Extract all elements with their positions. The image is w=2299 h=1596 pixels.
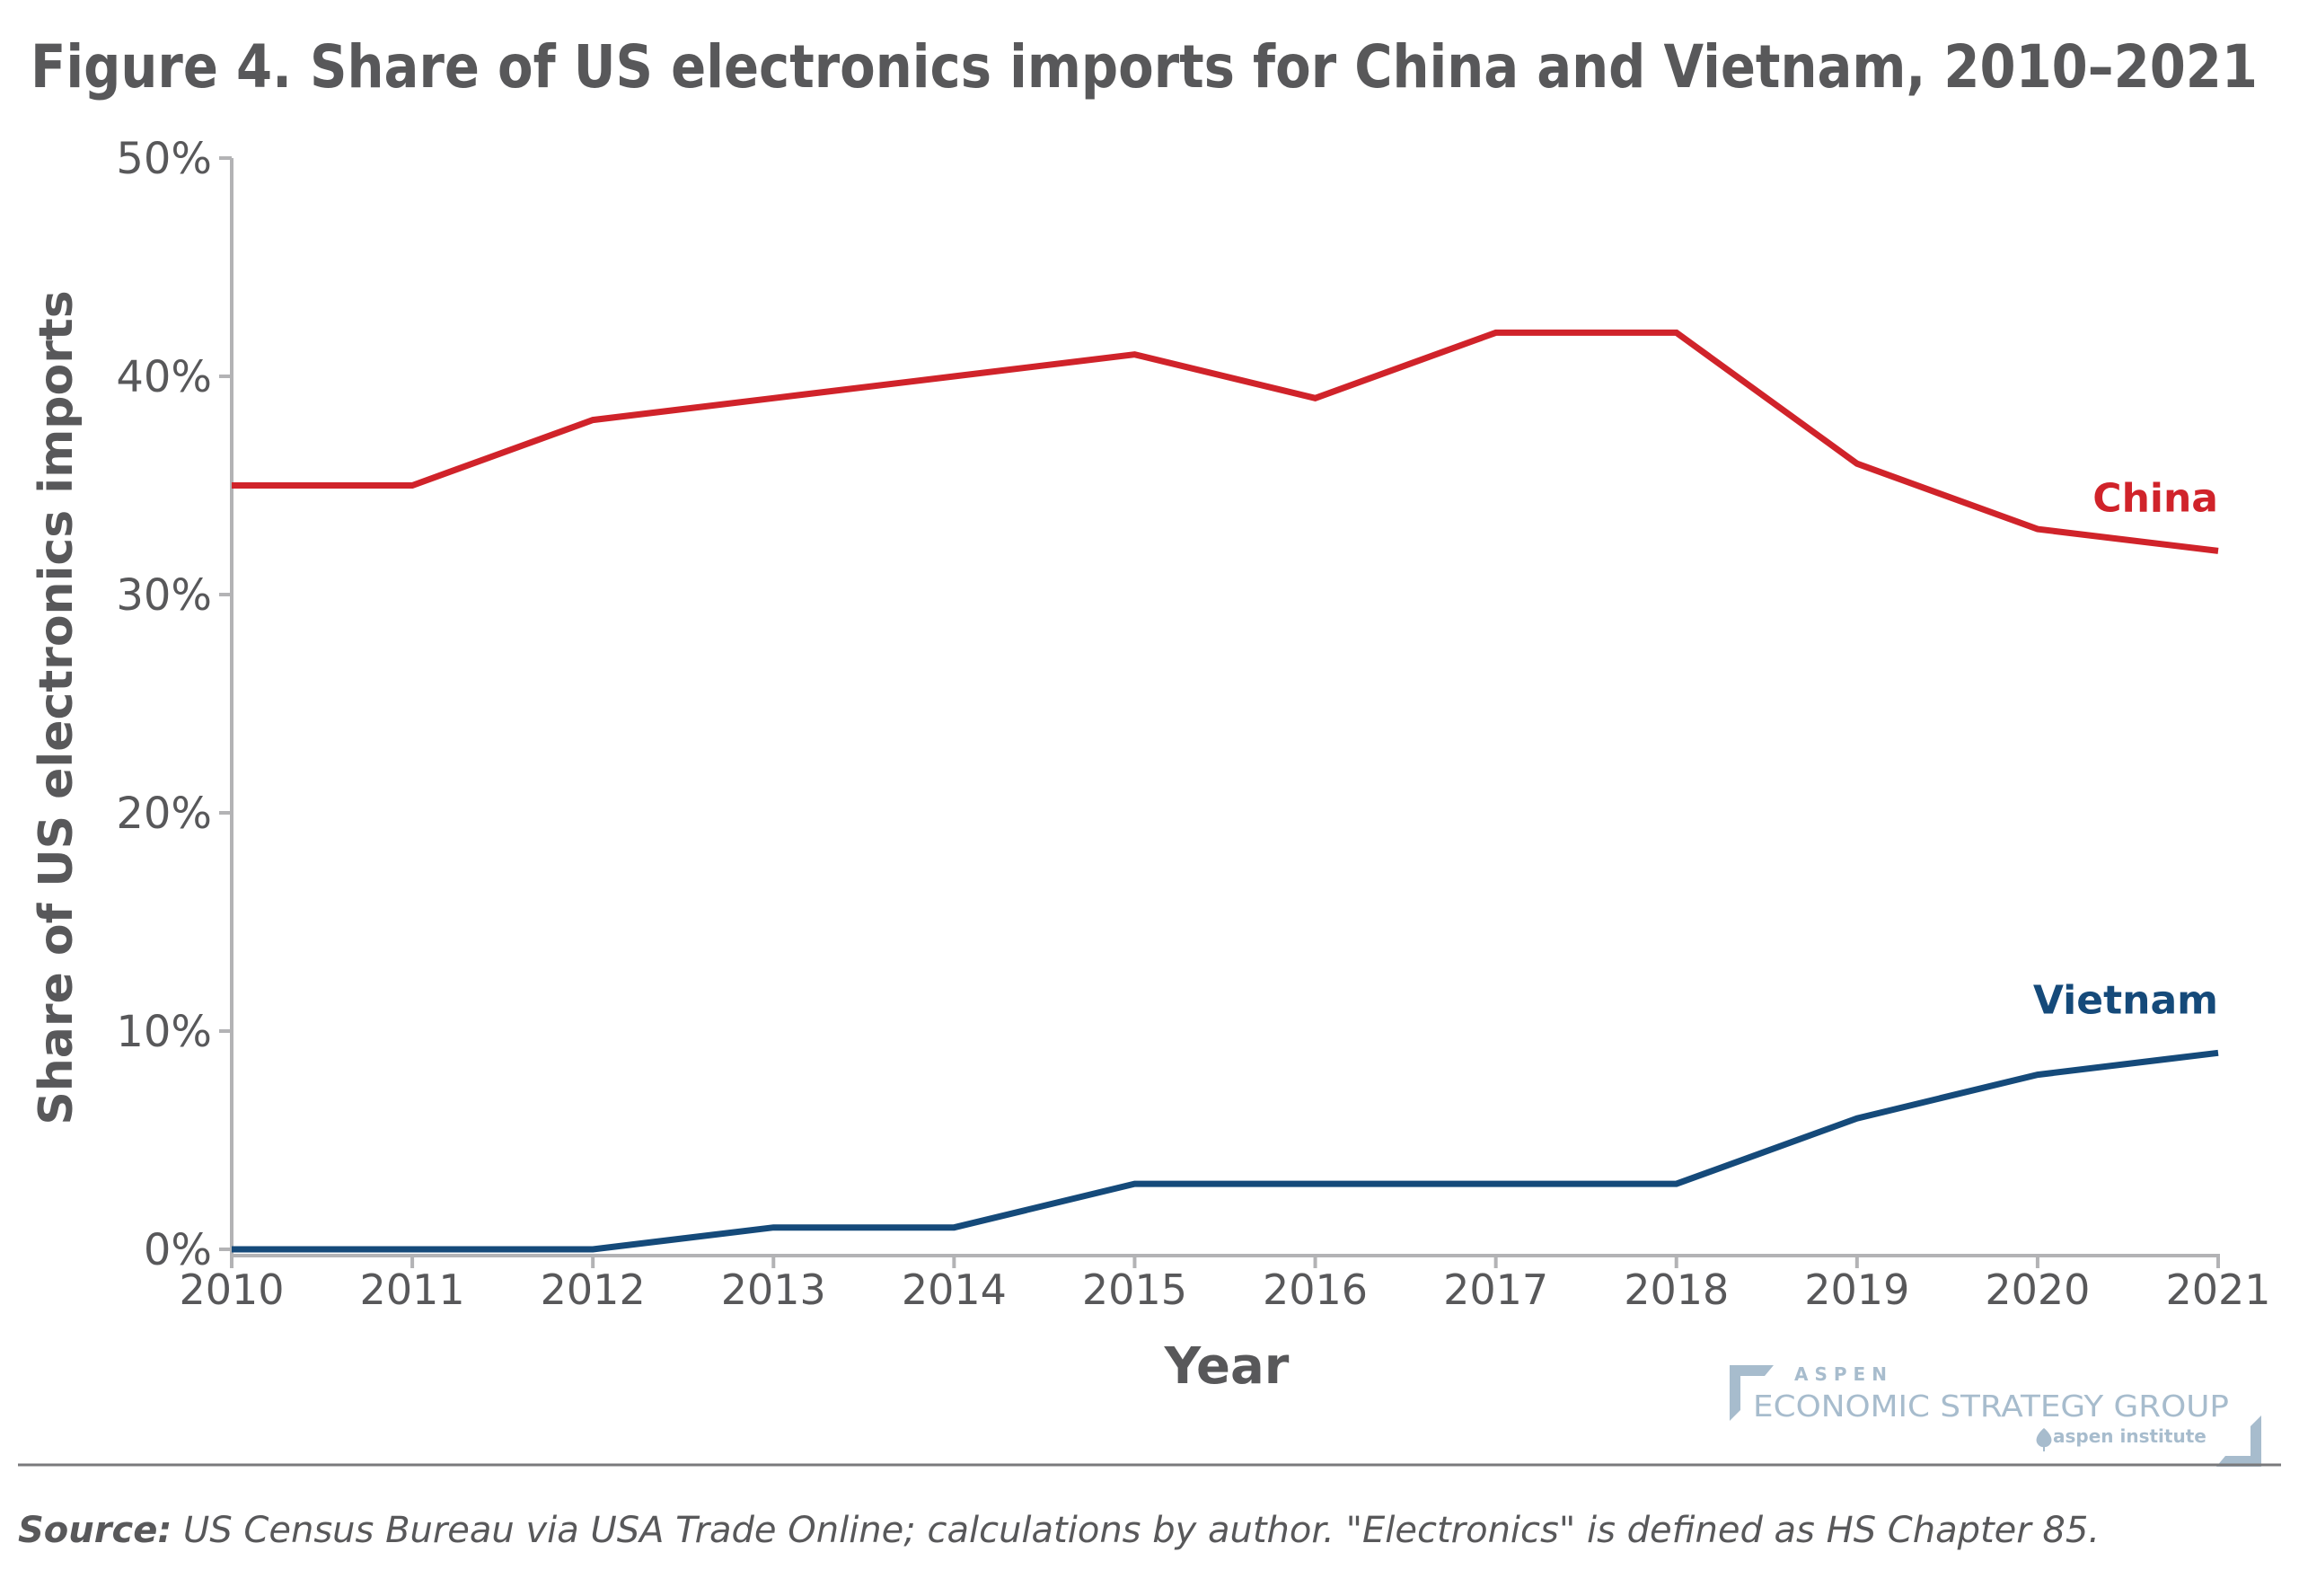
logo-corner-top-left-icon bbox=[1730, 1365, 1774, 1421]
series-layer bbox=[231, 329, 2219, 1253]
y-tick-label: 50% bbox=[116, 134, 212, 184]
series-line-vietnam bbox=[232, 1049, 2219, 1253]
x-tick-label: 2012 bbox=[541, 1265, 646, 1314]
x-tick-label: 2020 bbox=[1985, 1265, 2090, 1314]
x-tick-label: 2016 bbox=[1263, 1265, 1368, 1314]
y-tick-label: 40% bbox=[116, 352, 212, 402]
chart-title: Figure 4. Share of US electronics import… bbox=[31, 32, 2258, 101]
x-tick-label: 2019 bbox=[1804, 1265, 1909, 1314]
source-note: Source: US Census Bureau via USA Trade O… bbox=[18, 1510, 2100, 1551]
x-axis: 2010 2011 2012 2013 2014 2015 2016 2017 2018 2019… bbox=[179, 1254, 2271, 1314]
x-tick-label: 2010 bbox=[179, 1265, 284, 1314]
y-tick-label: 30% bbox=[116, 570, 212, 621]
logo-line-aspen: ASPEN bbox=[1794, 1363, 1893, 1385]
aspen-logo: ASPEN ECONOMIC STRATEGY GROUP aspen inst… bbox=[1730, 1363, 2261, 1467]
y-axis-title: Share of US electronics imports bbox=[30, 290, 84, 1124]
x-tick-label: 2018 bbox=[1624, 1265, 1729, 1314]
source-label: Source: bbox=[18, 1510, 172, 1551]
x-tick-label: 2014 bbox=[902, 1265, 1007, 1314]
x-tick-label: 2021 bbox=[2165, 1265, 2270, 1314]
aspen-leaf-icon bbox=[2036, 1428, 2052, 1448]
logo-line-esg: ECONOMIC STRATEGY GROUP bbox=[1753, 1389, 2229, 1424]
y-tick-label: 20% bbox=[116, 789, 212, 839]
series-labels: China Vietnam bbox=[2033, 475, 2218, 1023]
x-tick-label: 2013 bbox=[721, 1265, 826, 1314]
x-axis-title: Year bbox=[1164, 1337, 1290, 1396]
x-tick-label: 2011 bbox=[360, 1265, 465, 1314]
y-tick-label: 10% bbox=[116, 1007, 212, 1057]
source-text: US Census Bureau via USA Trade Online; c… bbox=[172, 1510, 2100, 1551]
logo-corner-bottom-right-icon bbox=[2216, 1415, 2261, 1467]
series-line-china bbox=[232, 329, 2219, 554]
x-tick-label: 2015 bbox=[1082, 1265, 1187, 1314]
logo-line-institute: aspen institute bbox=[2053, 1425, 2207, 1447]
series-label-china: China bbox=[2092, 475, 2218, 521]
y-tick-label: 0% bbox=[144, 1225, 212, 1275]
series-label-vietnam: Vietnam bbox=[2033, 977, 2218, 1023]
x-tick-label: 2017 bbox=[1443, 1265, 1548, 1314]
y-axis: 0% 10% 20% 30% 40% 50% bbox=[116, 134, 233, 1275]
